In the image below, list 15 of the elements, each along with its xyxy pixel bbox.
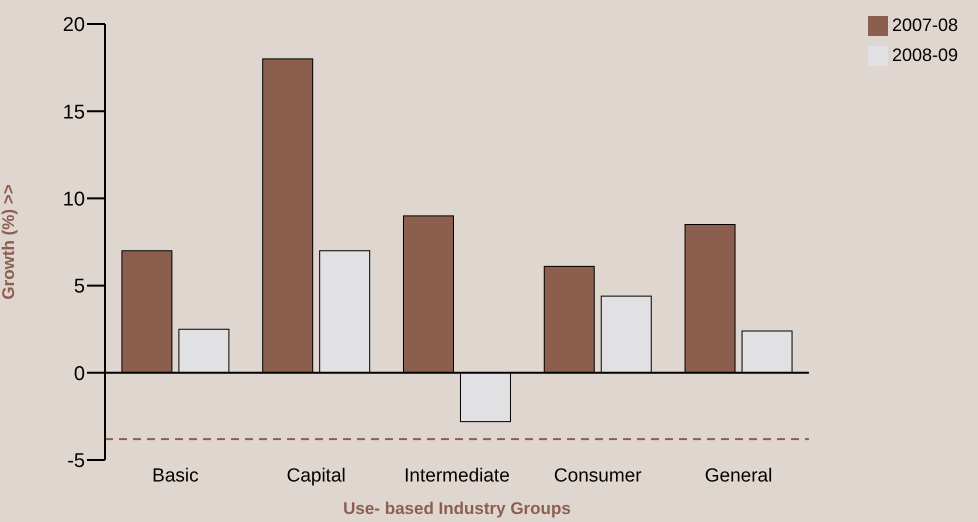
y-tick-label: 0 <box>74 362 85 385</box>
y-tick-label: 5 <box>74 276 85 298</box>
y-axis-title: Growth (%) >> <box>0 184 18 300</box>
x-tick-label: Intermediate <box>404 465 510 486</box>
y-tick-label: 20 <box>62 14 85 36</box>
x-tick-label: General <box>704 465 772 486</box>
y-tick-label: 15 <box>62 101 85 124</box>
x-tick-label: Basic <box>152 465 199 486</box>
x-tick-label: Capital <box>286 465 346 486</box>
x-tick-label: Consumer <box>554 465 642 486</box>
y-tick-label: 10 <box>62 188 85 210</box>
legend-label: 2007-08 <box>892 15 958 35</box>
legend-label: 2008-09 <box>892 45 958 65</box>
x-axis-title: Use- based Industry Groups <box>343 499 571 518</box>
y-tick-label: -5 <box>67 450 85 472</box>
